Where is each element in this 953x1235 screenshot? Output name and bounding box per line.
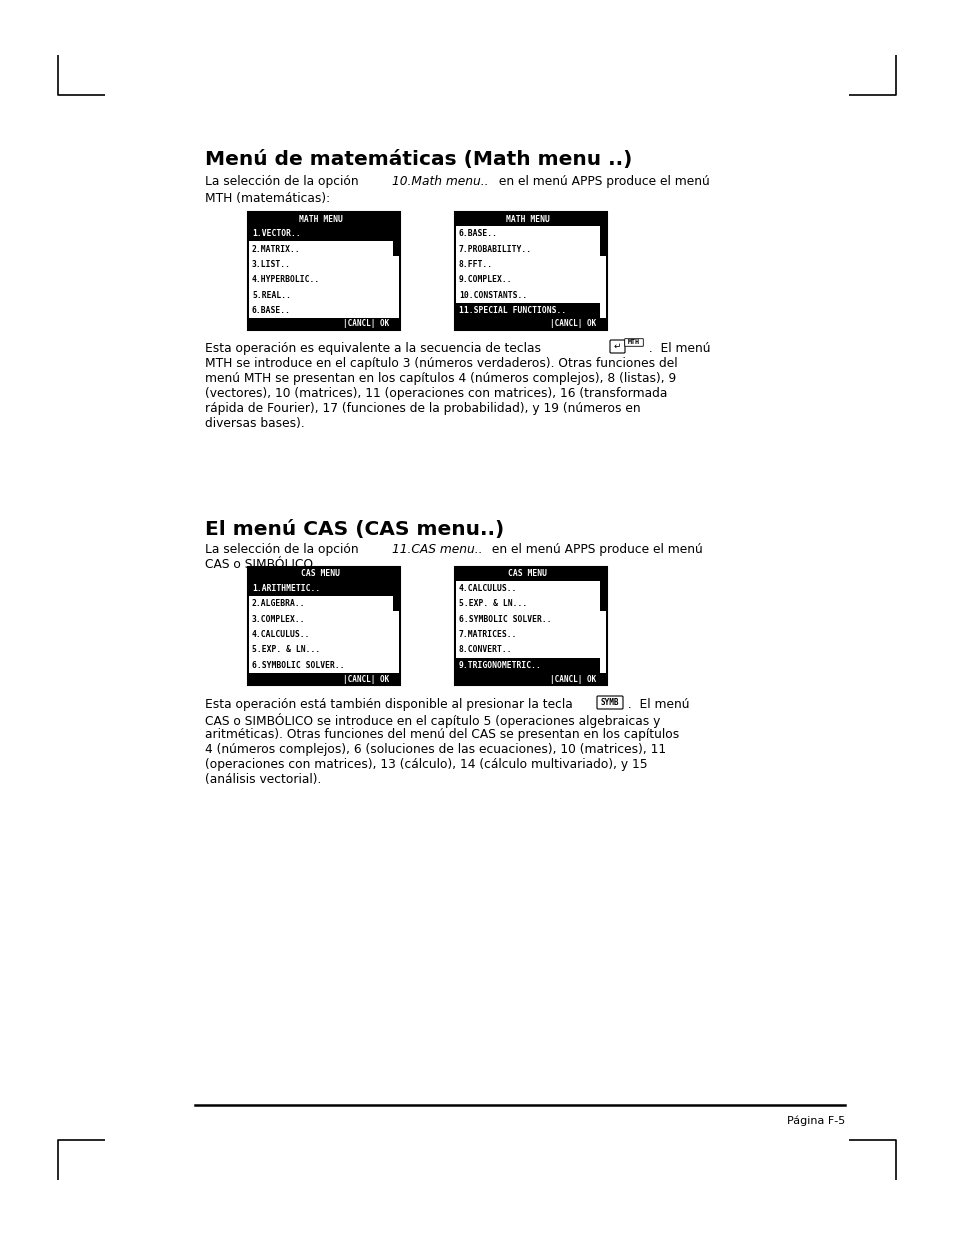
Text: CAS MENU: CAS MENU [301, 569, 340, 578]
Text: 4.CALCULUS..: 4.CALCULUS.. [458, 584, 517, 593]
Bar [455, 567, 606, 685]
Bar [249, 580, 393, 597]
Bar [249, 226, 393, 317]
Text: 8.CONVERT..: 8.CONVERT.. [458, 646, 512, 655]
Text: MATH MENU: MATH MENU [505, 215, 549, 224]
Text: Menú de matemáticas (Math menu ..): Menú de matemáticas (Math menu ..) [205, 149, 632, 169]
Text: 3.LIST..: 3.LIST.. [252, 259, 291, 269]
Bar [456, 658, 599, 673]
Bar [599, 226, 605, 317]
Text: 7.MATRICES..: 7.MATRICES.. [458, 630, 517, 640]
Text: (vectores), 10 (matrices), 11 (operaciones con matrices), 16 (transformada: (vectores), 10 (matrices), 11 (operacion… [205, 387, 667, 400]
Text: MTH (matemáticas):: MTH (matemáticas): [205, 191, 330, 205]
Text: 11.CAS menu..: 11.CAS menu.. [392, 543, 482, 556]
Text: 2.ALGEBRA..: 2.ALGEBRA.. [252, 599, 305, 609]
Text: 6.SYMBOLIC SOLVER..: 6.SYMBOLIC SOLVER.. [458, 615, 551, 624]
Text: .  El menú: . El menú [623, 698, 689, 711]
Text: CAS MENU: CAS MENU [508, 569, 547, 578]
Text: 8.FFT..: 8.FFT.. [458, 259, 493, 269]
Text: Esta operación está también disponible al presionar la tecla: Esta operación está también disponible a… [205, 698, 572, 711]
Text: diversas bases).: diversas bases). [205, 417, 304, 430]
Text: La selección de la opción: La selección de la opción [205, 543, 362, 556]
Text: 4.HYPERBOLIC..: 4.HYPERBOLIC.. [252, 275, 320, 284]
Text: 4.CALCULUS..: 4.CALCULUS.. [252, 630, 310, 640]
Text: 3.COMPLEX..: 3.COMPLEX.. [252, 615, 305, 624]
Text: 7.PROBABILITY..: 7.PROBABILITY.. [458, 245, 532, 253]
Bar [393, 226, 398, 256]
Bar [393, 226, 398, 317]
Text: El menú CAS (CAS menu..): El menú CAS (CAS menu..) [205, 520, 504, 538]
Text: 1.ARITHMETIC..: 1.ARITHMETIC.. [252, 584, 320, 593]
Bar [249, 226, 393, 241]
Bar [248, 567, 399, 685]
Text: rápida de Fourier), 17 (funciones de la probabilidad), y 19 (números en: rápida de Fourier), 17 (funciones de la … [205, 403, 640, 415]
FancyBboxPatch shape [597, 697, 622, 709]
Bar [599, 226, 605, 256]
Text: |CANCL| OK: |CANCL| OK [549, 674, 596, 683]
Text: 10.Math menu..: 10.Math menu.. [392, 175, 488, 188]
Bar [393, 580, 398, 673]
Text: ↵: ↵ [613, 342, 620, 351]
Text: 6.BASE..: 6.BASE.. [252, 306, 291, 315]
Text: |CANCL| OK: |CANCL| OK [342, 320, 389, 329]
Bar [393, 580, 398, 611]
Bar [455, 212, 606, 330]
Text: MTH: MTH [627, 340, 639, 346]
Bar [599, 580, 605, 673]
Text: en el menú APPS produce el menú: en el menú APPS produce el menú [488, 543, 702, 556]
Bar [248, 212, 399, 330]
Bar [456, 580, 599, 673]
Text: 1.VECTOR..: 1.VECTOR.. [252, 230, 300, 238]
Text: Esta operación es equivalente a la secuencia de teclas: Esta operación es equivalente a la secue… [205, 342, 540, 354]
Text: aritméticas). Otras funciones del menú del CAS se presentan en los capítulos: aritméticas). Otras funciones del menú d… [205, 727, 679, 741]
Text: 5.EXP. & LN...: 5.EXP. & LN... [252, 646, 320, 655]
FancyBboxPatch shape [609, 340, 624, 353]
Text: MATH MENU: MATH MENU [298, 215, 342, 224]
Text: |CANCL| OK: |CANCL| OK [549, 320, 596, 329]
Text: Página F-5: Página F-5 [786, 1115, 844, 1125]
Text: CAS o SIMBÓLICO se introduce en el capítulo 5 (operaciones algebraicas y: CAS o SIMBÓLICO se introduce en el capít… [205, 713, 659, 727]
Text: 5.REAL..: 5.REAL.. [252, 290, 291, 300]
Bar [456, 226, 599, 317]
Text: |CANCL| OK: |CANCL| OK [342, 674, 389, 683]
Text: La selección de la opción: La selección de la opción [205, 175, 362, 188]
Text: 6.SYMBOLIC SOLVER..: 6.SYMBOLIC SOLVER.. [252, 661, 344, 669]
Text: en el menú APPS produce el menú: en el menú APPS produce el menú [495, 175, 709, 188]
Bar [599, 580, 605, 611]
Text: 5.EXP. & LN...: 5.EXP. & LN... [458, 599, 527, 609]
FancyBboxPatch shape [624, 338, 642, 346]
Text: 4 (números complejos), 6 (soluciones de las ecuaciones), 10 (matrices), 11: 4 (números complejos), 6 (soluciones de … [205, 743, 665, 756]
Text: SYMB: SYMB [600, 698, 618, 706]
Text: 11.SPECIAL FUNCTIONS..: 11.SPECIAL FUNCTIONS.. [458, 306, 566, 315]
Text: .  El menú: . El menú [644, 342, 710, 354]
Text: 2.MATRIX..: 2.MATRIX.. [252, 245, 300, 253]
Text: 9.COMPLEX..: 9.COMPLEX.. [458, 275, 512, 284]
Text: MTH se introduce en el capítulo 3 (números verdaderos). Otras funciones del: MTH se introduce en el capítulo 3 (númer… [205, 357, 677, 370]
Text: (operaciones con matrices), 13 (cálculo), 14 (cálculo multivariado), y 15: (operaciones con matrices), 13 (cálculo)… [205, 758, 647, 771]
Text: CAS o SIMBÓLICO.: CAS o SIMBÓLICO. [205, 558, 316, 571]
Text: (análisis vectorial).: (análisis vectorial). [205, 773, 321, 785]
Text: 10.CONSTANTS..: 10.CONSTANTS.. [458, 290, 527, 300]
Text: menú MTH se presentan en los capítulos 4 (números complejos), 8 (listas), 9: menú MTH se presentan en los capítulos 4… [205, 372, 676, 385]
Text: 6.BASE..: 6.BASE.. [458, 230, 497, 238]
Text: 9.TRIGONOMETRIC..: 9.TRIGONOMETRIC.. [458, 661, 541, 669]
Bar [456, 303, 599, 317]
Bar [249, 580, 393, 673]
